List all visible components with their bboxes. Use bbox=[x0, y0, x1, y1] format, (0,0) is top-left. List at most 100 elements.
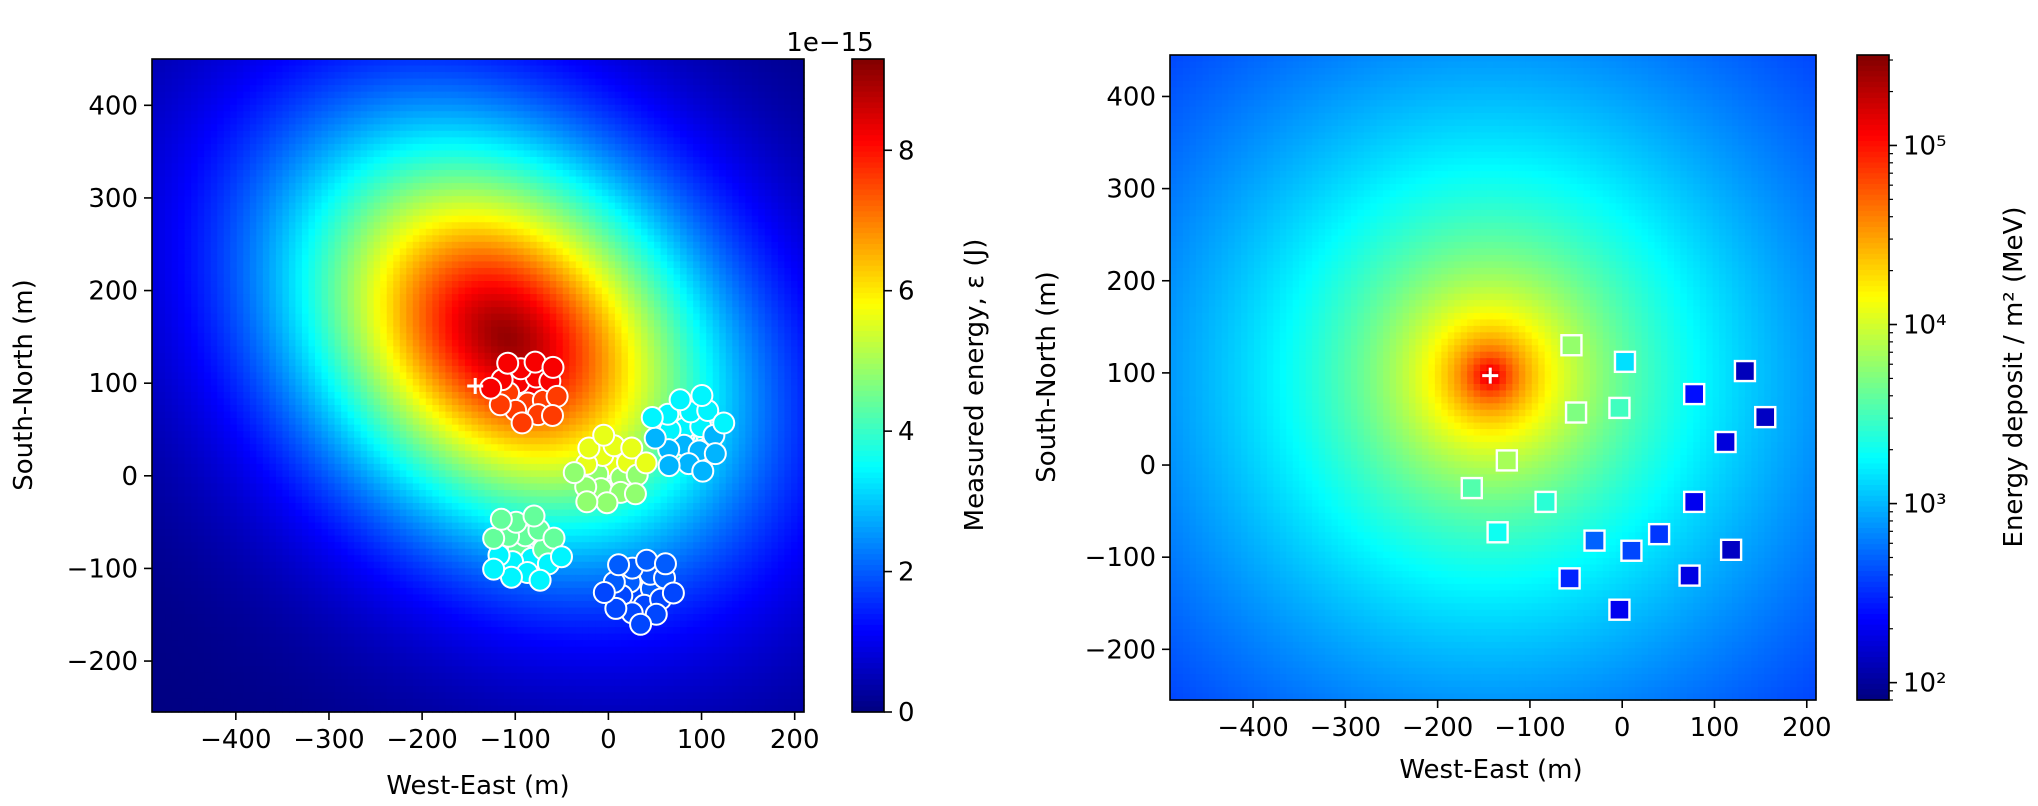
heatmap-cell bbox=[263, 274, 270, 281]
heatmap-cell bbox=[465, 307, 472, 314]
heatmap-cell bbox=[511, 301, 518, 308]
heatmap-cell bbox=[511, 255, 518, 262]
heatmap-cell bbox=[328, 242, 335, 249]
heatmap-cell bbox=[784, 98, 791, 105]
heatmap-cell bbox=[693, 66, 700, 73]
heatmap-cell bbox=[302, 268, 309, 275]
heatmap-cell bbox=[621, 327, 628, 334]
heatmap-cell bbox=[706, 333, 713, 340]
heatmap-cell bbox=[732, 137, 739, 144]
heatmap-cell bbox=[328, 314, 335, 321]
heatmap-cell bbox=[517, 131, 524, 138]
heatmap-cell bbox=[419, 288, 426, 295]
heatmap-cell bbox=[172, 222, 179, 229]
heatmap-cell bbox=[328, 85, 335, 92]
heatmap-cell bbox=[569, 255, 576, 262]
heatmap-cell bbox=[602, 235, 609, 242]
heatmap-cell bbox=[426, 196, 433, 203]
heatmap-cell bbox=[465, 333, 472, 340]
heatmap-cell bbox=[191, 288, 198, 295]
heatmap-cell bbox=[322, 242, 329, 249]
heatmap-cell bbox=[648, 98, 655, 105]
heatmap-cell bbox=[152, 255, 159, 262]
heatmap-cell bbox=[582, 144, 589, 151]
heatmap-cell bbox=[198, 170, 205, 177]
heatmap-cell bbox=[406, 379, 413, 386]
heatmap-cell bbox=[758, 359, 765, 366]
heatmap-cell bbox=[674, 372, 681, 379]
heatmap-cell bbox=[211, 222, 218, 229]
heatmap-cell bbox=[569, 333, 576, 340]
heatmap-cell bbox=[739, 209, 746, 216]
heatmap-cell bbox=[491, 288, 498, 295]
heatmap-cell bbox=[700, 157, 707, 164]
heatmap-cell bbox=[159, 235, 166, 242]
heatmap-cell bbox=[485, 177, 492, 184]
heatmap-cell bbox=[595, 340, 602, 347]
heatmap-cell bbox=[524, 222, 531, 229]
heatmap-cell bbox=[771, 170, 778, 177]
heatmap-cell bbox=[771, 235, 778, 242]
heatmap-cell bbox=[771, 59, 778, 66]
heatmap-cell bbox=[706, 274, 713, 281]
heatmap-cell bbox=[791, 196, 798, 203]
heatmap-cell bbox=[752, 346, 759, 353]
heatmap-cell bbox=[504, 327, 511, 334]
heatmap-cell bbox=[361, 118, 368, 125]
heatmap-cell bbox=[276, 274, 283, 281]
heatmap-cell bbox=[361, 216, 368, 223]
heatmap-cell bbox=[367, 124, 374, 131]
heatmap-cell bbox=[608, 340, 615, 347]
heatmap-cell bbox=[641, 111, 648, 118]
heatmap-cell bbox=[387, 111, 394, 118]
heatmap-cell bbox=[374, 183, 381, 190]
heatmap-cell bbox=[478, 281, 485, 288]
heatmap-cell bbox=[687, 235, 694, 242]
heatmap-cell bbox=[406, 248, 413, 255]
heatmap-cell bbox=[400, 353, 407, 360]
heatmap-cell bbox=[328, 301, 335, 308]
heatmap-cell bbox=[354, 333, 361, 340]
heatmap-cell bbox=[784, 372, 791, 379]
heatmap-cell bbox=[191, 144, 198, 151]
heatmap-cell bbox=[458, 353, 465, 360]
heatmap-cell bbox=[537, 242, 544, 249]
heatmap-cell bbox=[608, 190, 615, 197]
heatmap-cell bbox=[576, 261, 583, 268]
heatmap-cell bbox=[700, 118, 707, 125]
heatmap-cell bbox=[178, 307, 185, 314]
heatmap-cell bbox=[406, 333, 413, 340]
heatmap-cell bbox=[322, 307, 329, 314]
heatmap-cell bbox=[550, 294, 557, 301]
heatmap-cell bbox=[537, 190, 544, 197]
heatmap-cell bbox=[211, 124, 218, 131]
heatmap-cell bbox=[217, 301, 224, 308]
heatmap-cell bbox=[322, 314, 329, 321]
heatmap-cell bbox=[621, 111, 628, 118]
heatmap-cell bbox=[550, 157, 557, 164]
heatmap-cell bbox=[445, 242, 452, 249]
heatmap-cell bbox=[361, 320, 368, 327]
heatmap-cell bbox=[661, 209, 668, 216]
heatmap-cell bbox=[726, 72, 733, 79]
heatmap-cell bbox=[458, 359, 465, 366]
heatmap-cell bbox=[419, 150, 426, 157]
heatmap-cell bbox=[576, 281, 583, 288]
heatmap-cell bbox=[380, 79, 387, 86]
heatmap-cell bbox=[419, 170, 426, 177]
heatmap-cell bbox=[172, 163, 179, 170]
heatmap-cell bbox=[680, 196, 687, 203]
heatmap-cell bbox=[550, 248, 557, 255]
heatmap-cell bbox=[706, 359, 713, 366]
heatmap-cell bbox=[771, 98, 778, 105]
heatmap-cell bbox=[667, 190, 674, 197]
heatmap-cell bbox=[784, 144, 791, 151]
heatmap-cell bbox=[217, 111, 224, 118]
heatmap-cell bbox=[667, 379, 674, 386]
heatmap-cell bbox=[765, 235, 772, 242]
heatmap-cell bbox=[621, 170, 628, 177]
heatmap-cell bbox=[602, 333, 609, 340]
heatmap-cell bbox=[706, 294, 713, 301]
heatmap-cell bbox=[302, 124, 309, 131]
heatmap-cell bbox=[706, 203, 713, 210]
